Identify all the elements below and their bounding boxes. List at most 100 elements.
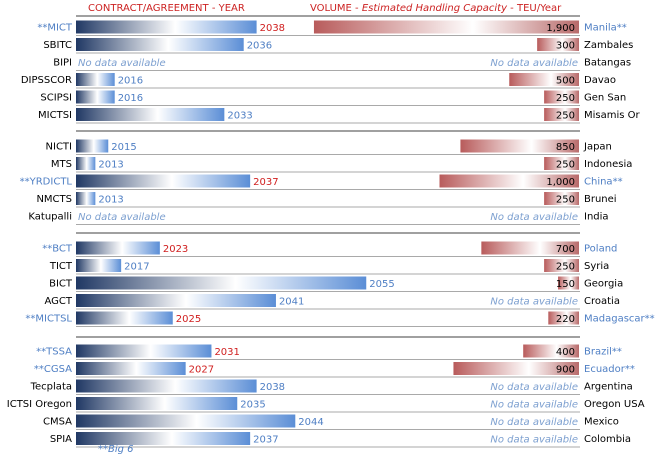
contract-bar (76, 294, 276, 307)
volume-value-label: 1,900 (546, 23, 575, 34)
volume-bar (548, 311, 579, 325)
contract-year-label: 2033 (227, 111, 252, 122)
volume-value-label: 500 (556, 76, 575, 87)
terminal-label: SBITC (43, 40, 72, 51)
volume-value-label: 250 (556, 195, 575, 206)
no-data-label: No data available (490, 212, 578, 223)
contract-year-label: 2036 (247, 41, 272, 52)
terminal-label: ICTSI Oregon (7, 399, 72, 410)
location-label: Madagascar** (584, 314, 655, 325)
volume-bar (558, 276, 579, 290)
terminal-label: MTS (51, 159, 72, 170)
volume-value-label: 300 (556, 41, 575, 52)
volume-value-label: 220 (556, 314, 575, 325)
terminal-label: TICT (49, 261, 73, 272)
contract-bar (76, 276, 367, 290)
terminal-label: Tecplata (30, 382, 72, 393)
volume-header: VOLUME - Estimated Handling Capacity - T… (310, 3, 561, 14)
location-label: China** (584, 177, 623, 188)
terminal-label: **MICTSL (25, 314, 72, 325)
volume-header-prefix: VOLUME - (310, 3, 362, 14)
terminal-label: **TSSA (36, 347, 72, 358)
contract-year-label: 2013 (98, 160, 123, 171)
contract-bar (76, 139, 109, 153)
location-label: Manila** (584, 23, 627, 34)
contract-year-label: 2041 (279, 297, 304, 308)
contract-bar (76, 379, 257, 393)
volume-bar (537, 38, 579, 51)
contract-year-label: 2031 (214, 347, 239, 358)
volume-value-label: 250 (556, 160, 575, 171)
no-data-label: No data available (490, 417, 578, 428)
volume-value-label: 900 (556, 365, 575, 376)
terminal-label: BICT (49, 279, 73, 290)
terminal-label: CMSA (43, 417, 72, 428)
no-data-label: No data available (490, 297, 578, 308)
terminal-label: **MICT (37, 23, 73, 34)
contract-header: CONTRACT/AGREEMENT - YEAR (88, 3, 245, 14)
volume-bar (439, 174, 579, 188)
footnote: **Big 6 (98, 444, 134, 455)
contract-bar (76, 259, 122, 272)
contract-year-label: 2016 (118, 76, 143, 87)
volume-bar (544, 192, 579, 205)
volume-bar (544, 157, 579, 170)
contract-year-label: 2038 (260, 382, 285, 393)
terminal-label: **YRDICTL (20, 177, 73, 188)
volume-value-label: 250 (556, 262, 575, 273)
terminal-label: **BCT (42, 244, 73, 255)
no-data-label: No data available (78, 212, 166, 223)
contract-header-text: CONTRACT/AGREEMENT - YEAR (88, 3, 245, 14)
contract-bar (76, 90, 115, 104)
contract-bar (76, 241, 160, 255)
contract-bar (76, 362, 186, 375)
contract-year-label: 2055 (369, 279, 394, 290)
contract-year-label: 2035 (240, 400, 265, 411)
contract-bar (76, 38, 244, 51)
volume-bar (544, 90, 579, 104)
volume-bar (544, 259, 579, 272)
location-label: India (584, 212, 609, 223)
contract-bar (76, 174, 251, 188)
terminal-label: SPIA (50, 434, 72, 445)
location-label: Zambales (584, 40, 633, 51)
volume-header-suffix: - TEU/Year (507, 3, 562, 14)
location-label: Indonesia (584, 159, 632, 170)
contract-bar (76, 157, 96, 170)
location-label: Georgia (584, 279, 623, 290)
location-label: Poland (584, 244, 617, 255)
contract-year-label: 2037 (253, 435, 278, 446)
location-label: Colombia (584, 434, 631, 445)
location-label: Brunei (584, 194, 617, 205)
volume-value-label: 250 (556, 111, 575, 122)
no-data-label: No data available (490, 435, 578, 446)
terminal-label: Katupalli (28, 212, 72, 223)
terminal-label: NICTI (46, 142, 72, 153)
location-label: Syria (584, 261, 609, 272)
contract-year-label: 2037 (253, 177, 278, 188)
location-label: Ecuador** (584, 364, 635, 375)
contract-bar (76, 192, 96, 205)
contract-bar (76, 73, 115, 86)
terminal-label: **CGSA (34, 364, 72, 375)
contract-bar (76, 397, 238, 410)
contract-year-label: 2038 (260, 23, 285, 34)
volume-bar (509, 73, 579, 86)
contract-bar (76, 344, 212, 358)
no-data-label: No data available (490, 58, 578, 69)
volume-bar (460, 139, 579, 153)
contract-year-label: 2023 (163, 244, 188, 255)
contract-year-label: 2016 (118, 93, 143, 104)
contract-year-label: 2025 (176, 314, 201, 325)
location-label: Oregon USA (584, 399, 645, 410)
volume-value-label: 1,000 (546, 177, 575, 188)
location-label: Davao (584, 75, 616, 86)
contract-bar (76, 311, 173, 325)
location-label: Japan (583, 142, 612, 153)
location-label: Batangas (584, 58, 631, 69)
volume-value-label: 150 (556, 279, 575, 290)
location-label: Argentina (584, 382, 633, 393)
volume-bar (453, 362, 579, 375)
location-label: Mexico (584, 417, 619, 428)
